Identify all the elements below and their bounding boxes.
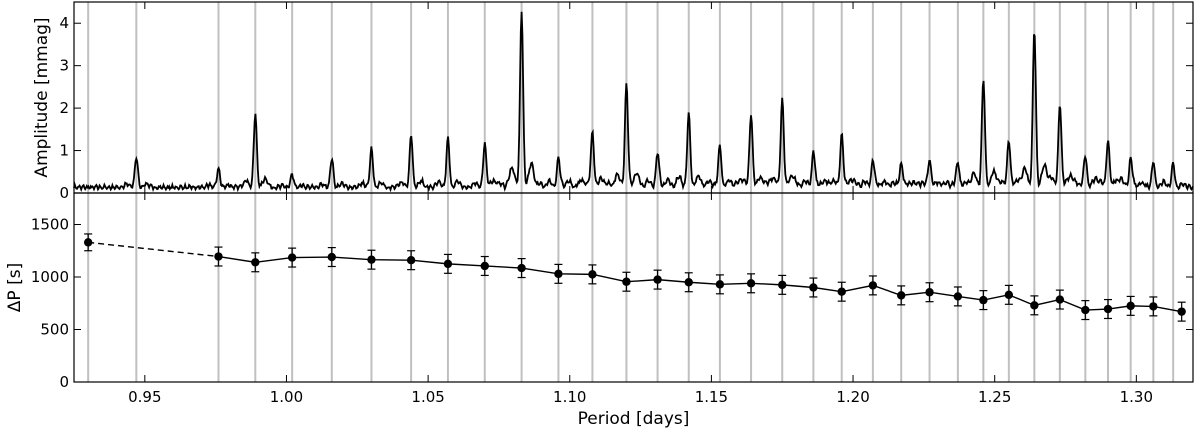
data-point-1-24: [1004, 290, 1014, 300]
data-point-1-5: [406, 256, 416, 265]
data-point-1-0: [214, 252, 223, 261]
top-ytick-label-3: 3: [59, 57, 69, 75]
data-point-1-3: [327, 252, 336, 262]
data-point-1-30: [1149, 302, 1158, 311]
top-panel-frame: [73, 1, 1194, 194]
data-point-1-25: [1030, 301, 1039, 310]
xtick-label-2: 1.05: [411, 388, 444, 406]
data-point-1-12: [653, 275, 662, 284]
delta-p-series: [83, 233, 1186, 322]
top-ytick-label-0: 0: [59, 184, 69, 202]
xtick-label-4: 1.15: [695, 388, 728, 406]
data-point-1-31: [1177, 307, 1186, 316]
bottom-panel-frame: [73, 192, 1194, 383]
xtick-label-3: 1.10: [553, 388, 586, 406]
xtick-label-0: 0.95: [128, 388, 161, 406]
data-point-1-10: [588, 270, 597, 279]
top-x-ticks: [144, 2, 1137, 193]
delta-p-line: [218, 255, 1182, 313]
data-point-1-4: [367, 255, 376, 264]
data-point-1-13: [684, 278, 693, 287]
data-point-1-7: [480, 261, 489, 271]
data-point-1-26: [1055, 295, 1065, 304]
top-ytick-label-4: 4: [59, 14, 69, 32]
amplitude-line: [73, 11, 1194, 193]
dashed-connector-line: [88, 241, 219, 258]
vertical-lines-bottom: [87, 193, 1175, 382]
x-axis-label: Period [days]: [578, 409, 690, 429]
xtick-label-5: 1.20: [836, 388, 869, 406]
xtick-label-6: 1.25: [978, 388, 1011, 406]
data-point-1-22: [953, 292, 963, 301]
data-point-1-1: [251, 258, 260, 267]
xtick-label-1: 1.00: [270, 388, 303, 406]
data-point-1-20: [897, 291, 906, 300]
data-point-2-0: [83, 238, 93, 247]
bottom-ytick-label-1: 500: [40, 321, 69, 339]
bottom-panel: 0 500 1000 1500 0.95 1.00 1.05 1.10 1.15 1.20 1.2…: [5, 192, 1194, 406]
bottom-ytick-label-2: 1000: [31, 268, 69, 286]
data-point-1-14: [715, 280, 725, 289]
data-point-1-15: [746, 279, 756, 288]
bottom-y-ticks: 0 500 1000 1500: [31, 216, 1193, 391]
bottom-y-axis-label: ΔP [s]: [5, 263, 25, 312]
data-point-1-18: [837, 287, 846, 296]
bottom-ytick-label-3: 1500: [31, 216, 69, 234]
data-point-1-16: [778, 280, 787, 290]
data-point-1-28: [1103, 304, 1113, 314]
data-point-1-27: [1081, 305, 1090, 315]
top-y-axis-label: Amplitude [mmag]: [32, 17, 52, 177]
data-point-1-17: [809, 283, 818, 292]
data-point-1-9: [554, 269, 563, 279]
bottom-x-ticks: 0.95 1.00 1.05 1.10 1.15 1.20 1.25 1.30: [128, 193, 1153, 406]
data-point-1-23: [979, 295, 988, 305]
data-point-1-8: [517, 263, 526, 273]
data-point-1-21: [925, 288, 934, 297]
data-point-1-29: [1126, 301, 1135, 311]
top-panel: 0 1 2 3 4 Amplitude [mmag]: [32, 1, 1194, 202]
xtick-label-7: 1.30: [1120, 388, 1153, 406]
top-ytick-label-2: 2: [59, 99, 69, 117]
data-point-1-11: [622, 277, 631, 286]
bottom-ytick-label-0: 0: [59, 373, 69, 391]
data-point-1-2: [287, 253, 297, 262]
amplitude-series: [73, 11, 1194, 193]
data-point-1-6: [443, 259, 453, 269]
data-point-1-19: [868, 281, 878, 290]
top-ytick-label-1: 1: [59, 142, 69, 160]
